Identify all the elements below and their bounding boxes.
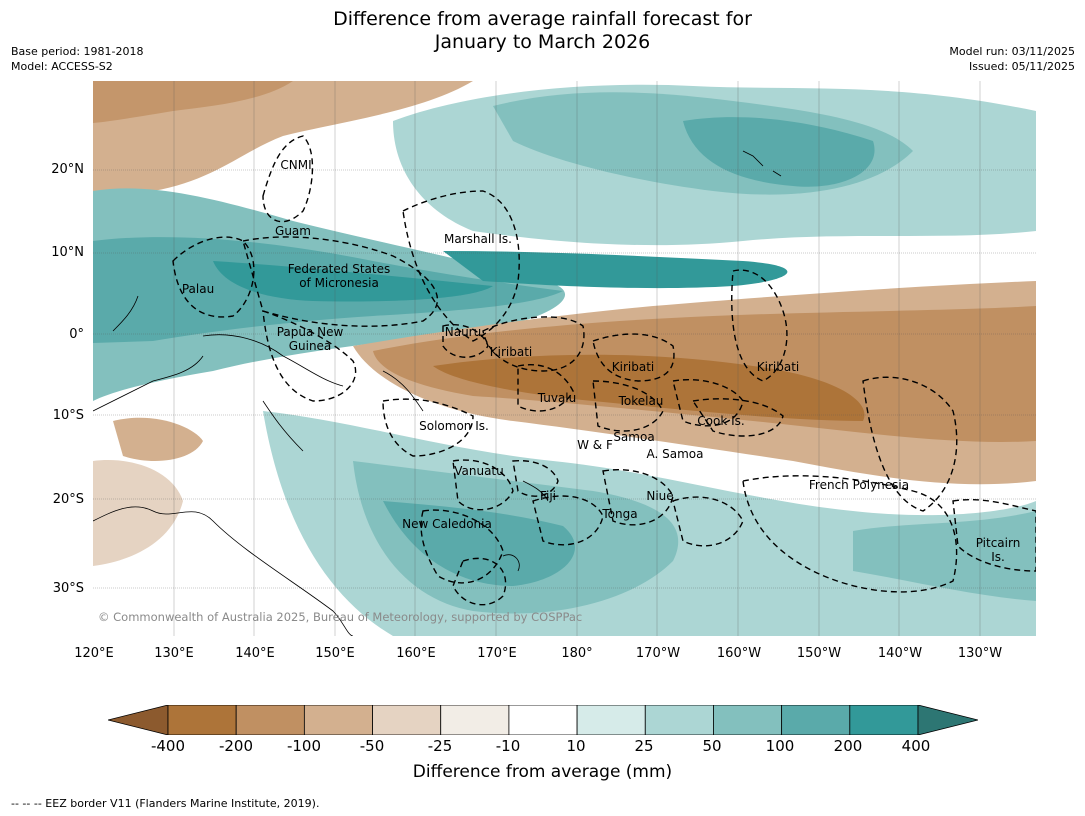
lat-tick-20n: 20°N: [51, 162, 84, 177]
colorbar-swatch: [644, 705, 714, 735]
issued-date: Issued: 05/11/2025: [968, 60, 1075, 73]
eez-borders: [172, 135, 1036, 606]
colorbar-title: Difference from average (mm): [412, 762, 673, 782]
colorbar-swatch: [440, 705, 510, 735]
cbar-label: 200: [833, 737, 863, 755]
region-label: Federated States of Micronesia: [288, 262, 390, 290]
lon-tick-150e: 150°E: [315, 646, 355, 661]
region-label: Nauru: [445, 325, 481, 339]
colorbar-swatch: [167, 705, 237, 735]
meta-left: Base period: 1981-2018 Model: ACCESS-S2: [11, 44, 143, 74]
lon-tick-170w: 170°W: [635, 646, 681, 661]
colorbar-swatch: [713, 705, 783, 735]
colorbar-swatch: [372, 705, 442, 735]
lon-tick-140e: 140°E: [235, 646, 275, 661]
region-label: Papua New Guinea: [277, 325, 344, 353]
lat-tick-10n: 10°N: [51, 245, 84, 260]
region-label: New Caledonia: [402, 517, 492, 531]
coastlines: [93, 150, 782, 636]
cbar-label: -50: [359, 737, 385, 755]
region-label: Marshall Is.: [444, 232, 512, 246]
meta-right: Model run: 03/11/2025 Issued: 05/11/2025: [949, 44, 1075, 74]
region-label: Tokelau: [618, 394, 664, 408]
region-label: Solomon Is.: [419, 419, 489, 433]
map-copyright: © Commonwealth of Australia 2025, Bureau…: [98, 610, 583, 624]
colorbar-swatch: [781, 705, 851, 735]
cbar-label: -400: [150, 737, 186, 755]
model-name: Model: ACCESS-S2: [11, 60, 113, 73]
lon-tick-130e: 130°E: [154, 646, 194, 661]
map-canvas: CNMI Guam Marshall Is. Palau Federated State…: [93, 81, 1036, 636]
cbar-label: 50: [702, 737, 722, 755]
cbar-label: -25: [427, 737, 453, 755]
lat-tick-20s: 20°S: [52, 492, 84, 507]
region-label: Vanuatu: [454, 464, 504, 478]
colorbar-swatch: [576, 705, 646, 735]
region-label: Kiribati: [612, 360, 654, 374]
base-period: Base period: 1981-2018: [11, 45, 144, 58]
cbar-label: -200: [218, 737, 254, 755]
lon-tick-130w: 130°W: [957, 646, 1003, 661]
region-label: A. Samoa: [647, 447, 704, 461]
region-label: CNMI: [280, 158, 311, 172]
lon-tick-160w: 160°W: [716, 646, 762, 661]
region-label: Tuvalu: [537, 391, 577, 405]
region-label: Tonga: [601, 507, 637, 521]
page-title: Difference from average rainfall forecas…: [0, 8, 1085, 54]
region-label: Cook Is.: [697, 414, 744, 428]
lat-tick-30s: 30°S: [52, 581, 84, 596]
cbar-label: -10: [495, 737, 521, 755]
colorbar-extend-low: [108, 705, 169, 735]
lon-tick-160e: 160°E: [396, 646, 436, 661]
region-label: Fiji: [540, 489, 556, 503]
cbar-label: 25: [634, 737, 654, 755]
lon-tick-140w: 140°W: [877, 646, 923, 661]
lon-tick-170e: 170°E: [477, 646, 517, 661]
cbar-label: 10: [566, 737, 586, 755]
model-run: Model run: 03/11/2025: [949, 45, 1075, 58]
cbar-label: 100: [765, 737, 795, 755]
colorbar: [108, 705, 978, 735]
lat-tick-0: 0°: [69, 327, 84, 342]
eez-footnote: -- -- -- EEZ border V11 (Flanders Marine…: [11, 797, 320, 810]
cbar-label: 400: [901, 737, 931, 755]
region-label: Pitcairn Is.: [976, 536, 1021, 564]
colorbar-swatch: [303, 705, 373, 735]
colorbar-swatch: [508, 705, 578, 735]
rainfall-map: CNMI Guam Marshall Is. Palau Federated State…: [93, 81, 1036, 636]
region-label: Guam: [275, 224, 311, 238]
region-label: W & F: [577, 438, 613, 452]
region-label: Kiribati: [490, 345, 532, 359]
region-label: Niue: [646, 489, 673, 503]
colorbar-swatch: [235, 705, 305, 735]
colorbar-swatch: [849, 705, 919, 735]
colorbar-extend-high: [917, 705, 978, 735]
lon-tick-150w: 150°W: [796, 646, 842, 661]
lat-tick-10s: 10°S: [52, 408, 84, 423]
lon-tick-180: 180°: [561, 646, 593, 661]
region-label: French Polynesia: [809, 478, 909, 492]
cbar-label: -100: [286, 737, 322, 755]
title-line-2: January to March 2026: [434, 31, 651, 53]
lon-tick-120e: 120°E: [74, 646, 114, 661]
region-labels: CNMI Guam Marshall Is. Palau Federated State…: [182, 158, 1020, 564]
region-label: Kiribati: [757, 360, 799, 374]
title-line-1: Difference from average rainfall forecas…: [333, 8, 752, 30]
region-label: Samoa: [613, 430, 654, 444]
region-label: Palau: [182, 282, 214, 296]
